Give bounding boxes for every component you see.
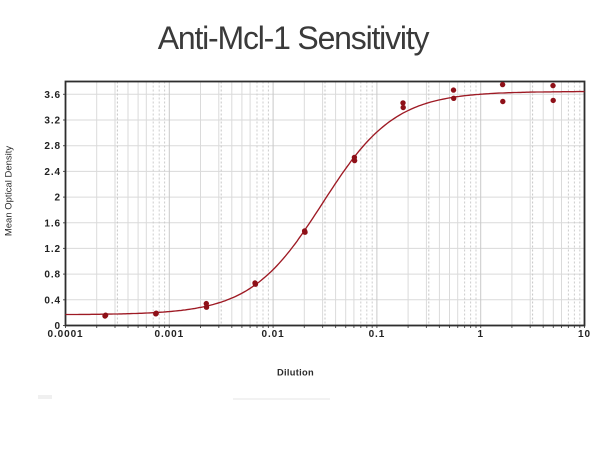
svg-text:Mean Optical Density: Mean Optical Density: [4, 146, 15, 237]
svg-text:2.8: 2.8: [44, 141, 61, 152]
svg-text:3.2: 3.2: [44, 116, 61, 127]
svg-text:3.6: 3.6: [44, 90, 61, 101]
svg-text:Anti-Mcl-1 Sensitivity: Anti-Mcl-1 Sensitivity: [158, 20, 430, 56]
svg-text:0.001: 0.001: [155, 329, 185, 340]
svg-text:2.4: 2.4: [44, 167, 61, 178]
svg-text:0.4: 0.4: [44, 295, 61, 306]
svg-text:2: 2: [55, 193, 61, 204]
svg-text:0.1: 0.1: [369, 329, 386, 340]
svg-text:10: 10: [578, 329, 591, 340]
svg-text:0.01: 0.01: [262, 329, 285, 340]
svg-text:1.2: 1.2: [44, 244, 61, 255]
svg-text:0.8: 0.8: [44, 270, 61, 281]
svg-text:0.0001: 0.0001: [48, 329, 84, 340]
svg-text:1: 1: [477, 329, 483, 340]
svg-text:0: 0: [55, 321, 61, 332]
svg-text:1.6: 1.6: [44, 218, 61, 229]
svg-text:Dilution: Dilution: [277, 368, 314, 378]
